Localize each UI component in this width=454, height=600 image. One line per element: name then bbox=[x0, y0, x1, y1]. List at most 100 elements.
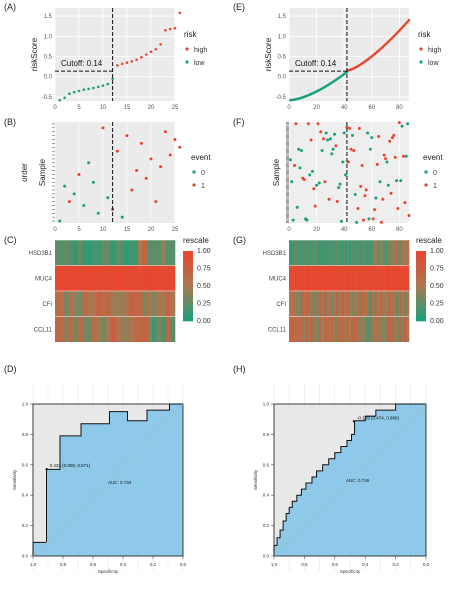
event-point bbox=[96, 211, 100, 215]
colorbar-segment bbox=[416, 255, 426, 258]
event-point bbox=[334, 144, 338, 148]
legend-label: 0 bbox=[433, 170, 437, 177]
event-point bbox=[384, 157, 388, 161]
heatmap-cell bbox=[305, 265, 308, 291]
heatmap-cell bbox=[385, 291, 388, 317]
heatmap-cell bbox=[369, 291, 371, 317]
colorbar-tick-label: 0.75 bbox=[430, 266, 444, 273]
colorbar-segment bbox=[416, 271, 426, 274]
event-point bbox=[154, 200, 158, 204]
heatmap-cell bbox=[366, 240, 368, 266]
heatmap-cell bbox=[357, 265, 360, 291]
legend-label: 1 bbox=[433, 183, 437, 190]
heatmap-cell bbox=[334, 265, 337, 291]
x-axis-label: Specificity bbox=[340, 569, 361, 574]
heatmap-cell bbox=[331, 265, 334, 291]
event-point bbox=[115, 149, 119, 153]
heatmap-cell bbox=[313, 265, 316, 291]
colorbar-segment bbox=[416, 253, 426, 256]
heatmap-cell bbox=[404, 291, 407, 317]
heatmap-cell bbox=[337, 265, 339, 291]
event-point bbox=[361, 218, 365, 222]
risk-point-high bbox=[173, 26, 177, 30]
heatmap-cell bbox=[359, 291, 362, 317]
heatmap-cell bbox=[371, 265, 374, 291]
colorbar-segment bbox=[183, 261, 193, 264]
heatmap-cell bbox=[342, 240, 345, 266]
heatmap-cell bbox=[322, 240, 324, 266]
legend-title: rescale bbox=[183, 236, 209, 245]
event-point bbox=[302, 177, 306, 181]
heatmap-cell bbox=[388, 265, 390, 291]
heatmap-cell bbox=[298, 291, 301, 317]
x-tick-label: 0 bbox=[287, 227, 291, 233]
legend-swatch bbox=[185, 47, 189, 51]
heatmap-cell bbox=[370, 265, 373, 291]
heatmap-cell bbox=[369, 240, 371, 266]
heatmap-cell bbox=[170, 240, 176, 266]
heatmap-cell bbox=[377, 316, 379, 342]
colorbar-segment bbox=[416, 295, 426, 298]
heatmap-cell bbox=[402, 265, 404, 291]
event-point bbox=[91, 180, 95, 184]
event-point bbox=[306, 122, 310, 126]
heatmap-cell bbox=[170, 316, 176, 342]
heatmap-cell bbox=[397, 316, 400, 342]
colorbar-segment bbox=[183, 257, 193, 260]
event-point bbox=[72, 192, 76, 196]
heatmap-cell bbox=[381, 316, 384, 342]
heatmap-cell bbox=[329, 240, 331, 266]
y-tick-label: 0.4 bbox=[22, 493, 29, 498]
colorbar-segment bbox=[416, 311, 426, 314]
event-point bbox=[310, 169, 314, 173]
heatmap-cell bbox=[373, 316, 375, 342]
risk-point-low bbox=[96, 85, 100, 89]
legend-title: event bbox=[423, 153, 443, 162]
heatmap-cell bbox=[355, 240, 357, 266]
event-point bbox=[333, 132, 337, 136]
heatmap-cell bbox=[389, 265, 392, 291]
y-axis-label: riskScore bbox=[264, 37, 273, 71]
event-point bbox=[388, 139, 392, 143]
heatmap-cell bbox=[362, 291, 364, 317]
heatmap-cell bbox=[345, 316, 348, 342]
heatmap-cell bbox=[302, 316, 305, 342]
heatmap-cell bbox=[369, 316, 371, 342]
panel-label: (G) bbox=[233, 235, 246, 245]
event-point bbox=[317, 181, 321, 185]
heatmap-cell bbox=[301, 291, 304, 317]
event-point bbox=[375, 162, 379, 166]
event-point bbox=[360, 164, 364, 168]
heatmap-cell bbox=[320, 240, 323, 266]
colorbar-segment bbox=[416, 279, 426, 282]
event-point bbox=[178, 145, 182, 149]
heatmap-cell bbox=[170, 265, 176, 291]
event-point bbox=[82, 204, 86, 208]
event-point bbox=[299, 148, 303, 152]
heatmap-cell bbox=[119, 265, 125, 291]
heatmap-cell bbox=[298, 265, 301, 291]
legend-title: risk bbox=[184, 30, 197, 39]
risk-point-low bbox=[63, 96, 66, 100]
heatmap-cell bbox=[294, 291, 297, 317]
heatmap-cell bbox=[319, 240, 322, 266]
heatmap-cell bbox=[400, 240, 403, 266]
heatmap-cell bbox=[360, 291, 363, 317]
heatmap-cell bbox=[304, 265, 306, 291]
heatmap-cell bbox=[133, 291, 139, 317]
colorbar-segment bbox=[183, 297, 193, 300]
heatmap-cell bbox=[382, 316, 385, 342]
heatmap-cell bbox=[128, 265, 134, 291]
heatmap-cell bbox=[331, 240, 334, 266]
heatmap-cell bbox=[333, 265, 335, 291]
colorbar-segment bbox=[183, 311, 193, 314]
y-tick-label: 0.0 bbox=[278, 75, 287, 81]
heatmap-cell bbox=[156, 291, 162, 317]
heatmap-cell bbox=[315, 316, 317, 342]
colorbar-segment bbox=[416, 299, 426, 302]
heatmap-cell bbox=[404, 240, 407, 266]
colorbar-tick-label: 1.00 bbox=[430, 248, 444, 255]
heatmap-cell bbox=[290, 240, 293, 266]
heatmap-cell bbox=[349, 240, 352, 266]
heatmap-cell bbox=[105, 265, 111, 291]
